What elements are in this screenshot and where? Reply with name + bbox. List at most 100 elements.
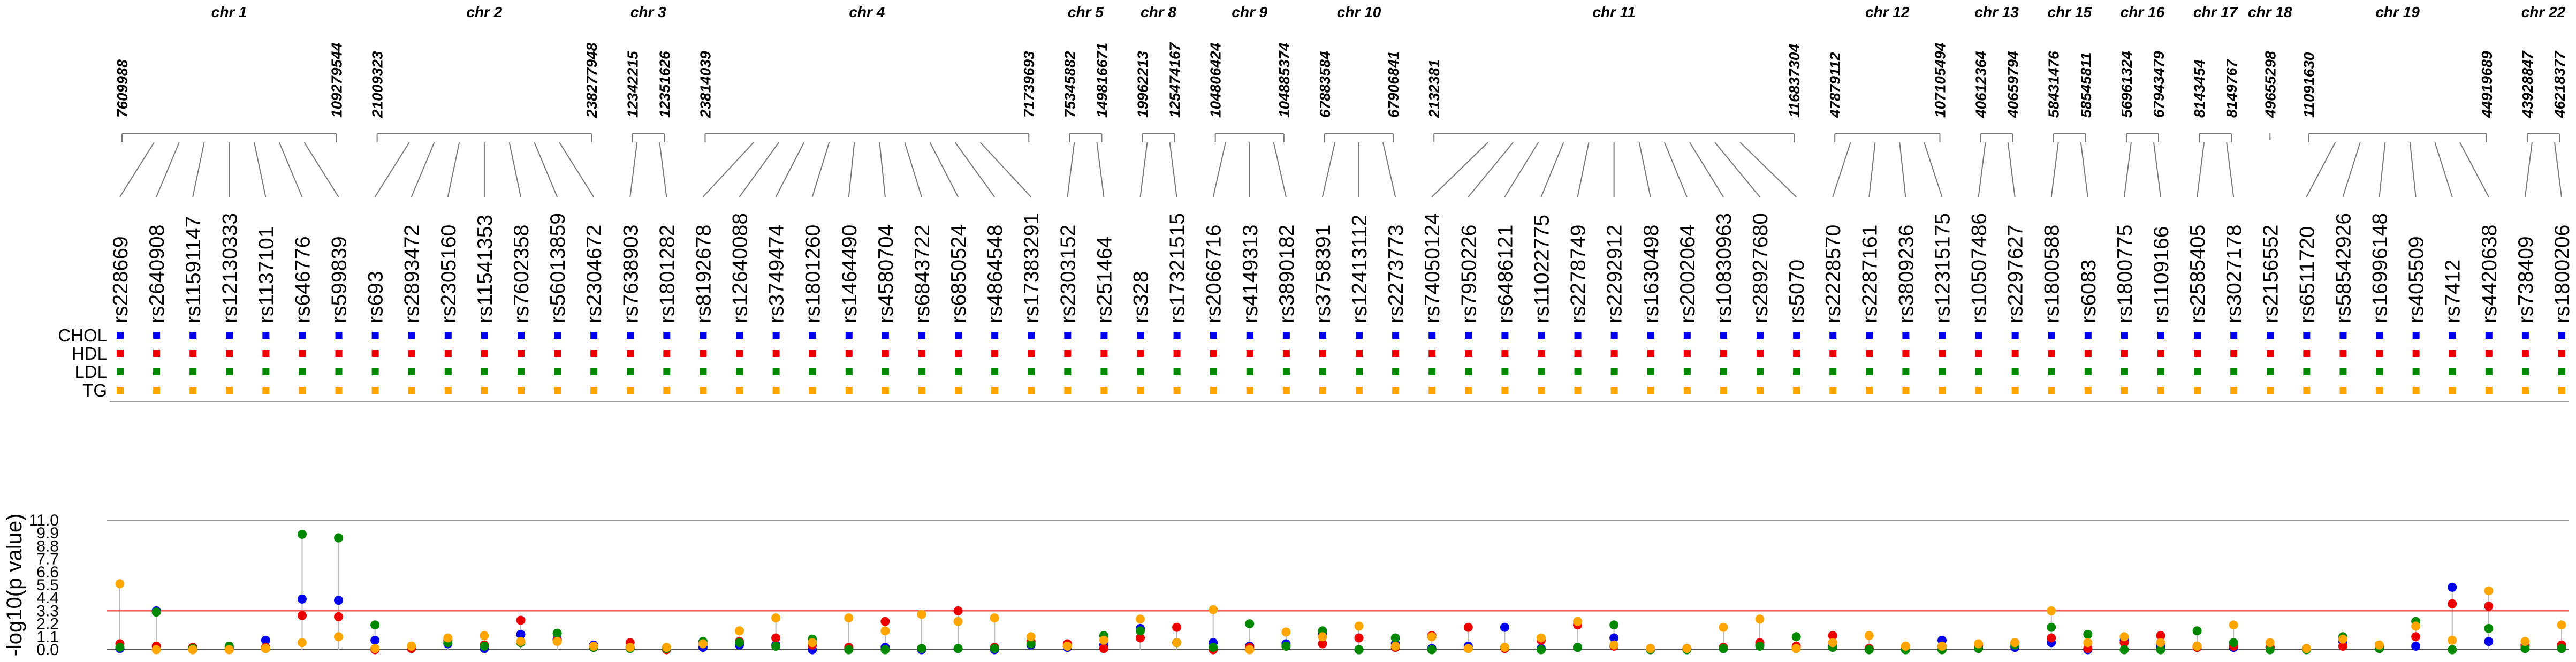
trait-indicator-chol (371, 332, 379, 339)
trait-indicator-ldl (1210, 368, 1217, 375)
trait-indicator-chol (882, 332, 889, 339)
chromosome-label: chr 9 (1232, 4, 1267, 20)
point-ldl (1026, 639, 1036, 649)
trait-indicator-tg (554, 387, 561, 394)
trait-indicator-hdl (1647, 350, 1654, 357)
trait-indicator-tg (1428, 387, 1436, 394)
point-tg (1937, 641, 1947, 651)
trait-indicator-chol (117, 332, 124, 339)
chromosome-start-position: 8143454 (2191, 59, 2208, 118)
trait-indicator-chol (262, 332, 270, 339)
chromosome-start-position: 67883584 (1317, 51, 1333, 118)
trait-indicator-ldl (627, 368, 634, 375)
trait-indicator-ldl (153, 368, 161, 375)
trait-indicator-chol (736, 332, 743, 339)
trait-indicator-chol (1975, 332, 1982, 339)
point-tg (1573, 617, 1583, 626)
chromosome-label: chr 16 (2121, 4, 2165, 20)
snp-label: rs3749474 (765, 225, 788, 323)
trait-indicator-tg (1392, 387, 1400, 394)
y-tick-label: 6.6 (36, 564, 59, 581)
point-hdl (1354, 633, 1364, 643)
y-tick-label: 3.3 (36, 602, 59, 620)
trait-indicator-chol (2558, 332, 2565, 339)
snp-label: rs2228570 (1822, 225, 1845, 323)
chromosome-label: chr 13 (1974, 4, 2019, 20)
trait-indicator-tg (845, 387, 853, 394)
trait-indicator-ldl (1866, 368, 1873, 375)
trait-indicator-tg (2084, 387, 2092, 394)
snp-label: rs12413112 (1348, 215, 1371, 323)
point-tg (1209, 605, 1218, 614)
trait-indicator-tg (1975, 387, 1982, 394)
trait-label: CHOL (58, 325, 107, 345)
snp-connector-line (411, 142, 435, 197)
chromosome-label: chr 2 (466, 4, 502, 20)
y-tick-label: 9.9 (36, 524, 59, 542)
snp-label: rs16996148 (2369, 213, 2392, 323)
snp-connector-line (1868, 142, 1876, 197)
trait-indicator-chol (189, 332, 197, 339)
trait-indicator-hdl (700, 350, 707, 357)
snp-connector-line (1212, 142, 1226, 197)
snp-connector-line (904, 142, 922, 197)
trait-indicator-chol (1137, 332, 1144, 339)
snp-label: rs74050124 (1421, 213, 1444, 323)
snp-label: rs2287161 (1858, 225, 1881, 323)
trait-indicator-chol (299, 332, 306, 339)
trait-indicator-tg (1356, 387, 1363, 394)
trait-indicator-hdl (153, 350, 161, 357)
point-tg (844, 613, 854, 623)
snp-connector-line (192, 142, 205, 197)
trait-indicator-chol (1246, 332, 1253, 339)
trait-indicator-chol (2412, 332, 2420, 339)
trait-indicator-tg (1866, 387, 1873, 394)
snp-label: rs17321515 (1166, 213, 1189, 323)
trait-indicator-hdl (2558, 350, 2565, 357)
trait-indicator-ldl (2558, 368, 2565, 375)
point-ldl (2083, 629, 2093, 639)
point-tg (480, 631, 489, 641)
trait-indicator-chol (1319, 332, 1326, 339)
point-tg (2156, 638, 2165, 648)
trait-indicator-chol (1683, 332, 1691, 339)
point-tg (2301, 644, 2311, 653)
trait-indicator-hdl (1319, 350, 1326, 357)
chromosome-end-position: 116837304 (1786, 44, 1803, 118)
snp-label: rs693 (364, 271, 387, 323)
trait-label: LDL (74, 362, 107, 382)
snp-label: rs12640088 (729, 213, 752, 323)
point-tg (2411, 621, 2421, 631)
chromosome-end-position: 104885374 (1276, 42, 1293, 118)
snp-connector-line (1468, 142, 1514, 197)
snp-label: rs8192678 (692, 225, 715, 323)
trait-indicator-tg (2339, 387, 2347, 394)
snp-connector-line (447, 142, 460, 197)
snp-label: rs2156552 (2259, 225, 2282, 323)
point-tg (407, 641, 416, 651)
point-tg (589, 641, 598, 651)
trait-indicator-hdl (1975, 350, 1982, 357)
trait-indicator-ldl (1100, 368, 1108, 375)
trait-indicator-hdl (408, 350, 415, 357)
snp-connector-line (811, 142, 830, 197)
y-tick-label: 1.1 (36, 628, 59, 646)
trait-indicator-chol (1757, 332, 1764, 339)
trait-indicator-hdl (1137, 350, 1144, 357)
trait-indicator-hdl (481, 350, 488, 357)
trait-indicator-tg (2048, 387, 2055, 394)
snp-labels: rs228669 rs2640908 rs11591147 rs12130333 rs1… (109, 213, 2574, 323)
trait-indicator-ldl (663, 368, 671, 375)
point-chol (2484, 637, 2494, 646)
snp-connector-line (2342, 142, 2361, 197)
trait-indicator-chol (1282, 332, 1290, 339)
point-tg (1755, 614, 1765, 624)
trait-indicator-chol (1210, 332, 1217, 339)
trait-indicator-hdl (1866, 350, 1873, 357)
chromosome-label: chr 5 (1068, 4, 1104, 20)
chromosome-end-position: 8149767 (2223, 59, 2240, 118)
point-tg (1500, 643, 1509, 652)
point-tg (1354, 621, 1364, 631)
point-tg (1245, 645, 1255, 655)
